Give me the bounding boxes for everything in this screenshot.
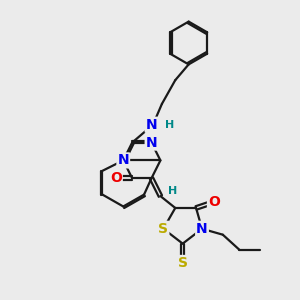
Text: H: H <box>168 186 178 196</box>
Text: O: O <box>110 171 122 185</box>
Text: S: S <box>158 222 168 236</box>
Text: O: O <box>208 195 220 209</box>
Text: S: S <box>178 256 188 270</box>
Text: N: N <box>196 222 208 236</box>
Text: N: N <box>146 136 157 150</box>
Text: N: N <box>117 153 129 167</box>
Text: H: H <box>165 120 174 130</box>
Text: N: N <box>146 118 157 132</box>
